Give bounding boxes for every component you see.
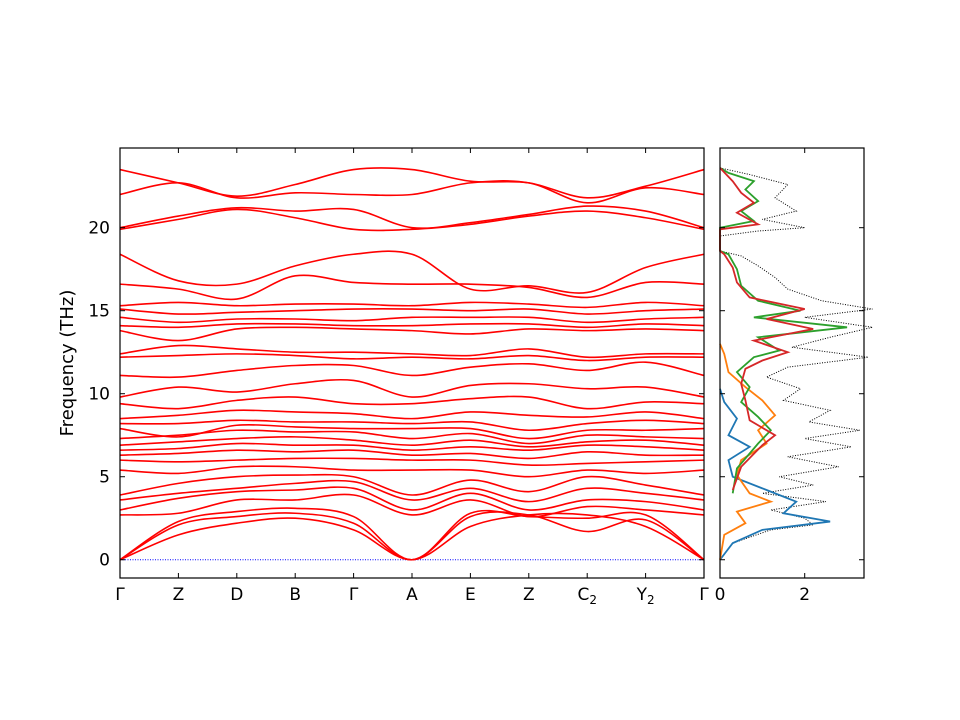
phonon-branch-7 [119,473,705,496]
y-tick-label: 0 [99,551,110,571]
phonon-branch-15 [119,419,705,432]
phonon-branch-19 [119,361,705,379]
y-tick-label: 5 [99,468,110,488]
phonon-branch-5 [119,486,705,511]
x-tick-label: A [406,585,418,605]
phonon-branch-24 [119,316,705,324]
phonon-branch-21 [119,344,705,359]
phonon-branch-28 [119,250,705,294]
dos-plot-frame [719,147,865,579]
phonon-branch-13 [119,429,705,445]
dos-partial-curve-4 [719,167,814,491]
phonon-branch-9 [119,457,705,467]
x-tick-label: E [465,585,476,605]
phonon-branch-22 [119,326,705,342]
phonon-branch-16 [119,409,705,420]
dos-partial-curve-1 [719,388,831,561]
phonon-branch-29 [119,208,705,232]
dos-partial-curve-2 [719,343,777,560]
phonon-branch-18 [119,378,705,398]
phonon-branch-32 [119,167,705,199]
band-lines [119,167,705,561]
dos-total-curve [719,167,873,561]
phonon-branch-27 [119,274,705,301]
y-tick-label: 20 [88,219,110,239]
dos-x-tick-label: 2 [799,585,810,605]
x-tick-label: Γ [349,585,359,605]
band-plot-frame [119,147,705,579]
phonon-branch-10 [119,449,705,460]
y-tick-label: 15 [88,302,110,322]
x-tick-label: Γ [699,585,709,605]
phonon-branch-23 [119,322,705,329]
x-tick-label: D [230,585,243,605]
x-tick-label: Z [173,585,185,605]
phonon-branch-8 [119,465,705,478]
phonon-branch-14 [119,423,705,440]
phonon-branch-26 [119,301,705,309]
band-y-ticks: 0 5 10 15 20 [88,219,704,571]
phonon-branch-11 [119,442,705,451]
phonon-branch-17 [119,395,705,410]
dos-lines [719,167,873,561]
phonon-branch-30 [119,205,705,230]
phonon-branch-4 [119,493,705,518]
x-tick-label: Z [523,585,535,605]
phonon-branch-3 [119,507,705,561]
x-tick-label: Γ [115,585,125,605]
phonon-branch-12 [119,436,705,448]
phonon-branch-20 [119,353,705,362]
x-tick-label: B [289,585,301,605]
y-axis-label: Frequency (THz) [57,290,78,437]
phonon-branch-6 [119,479,705,503]
dos-x-tick-label: 0 [715,585,726,605]
y-tick-label: 10 [88,385,110,405]
phonon-branch-25 [119,308,705,315]
